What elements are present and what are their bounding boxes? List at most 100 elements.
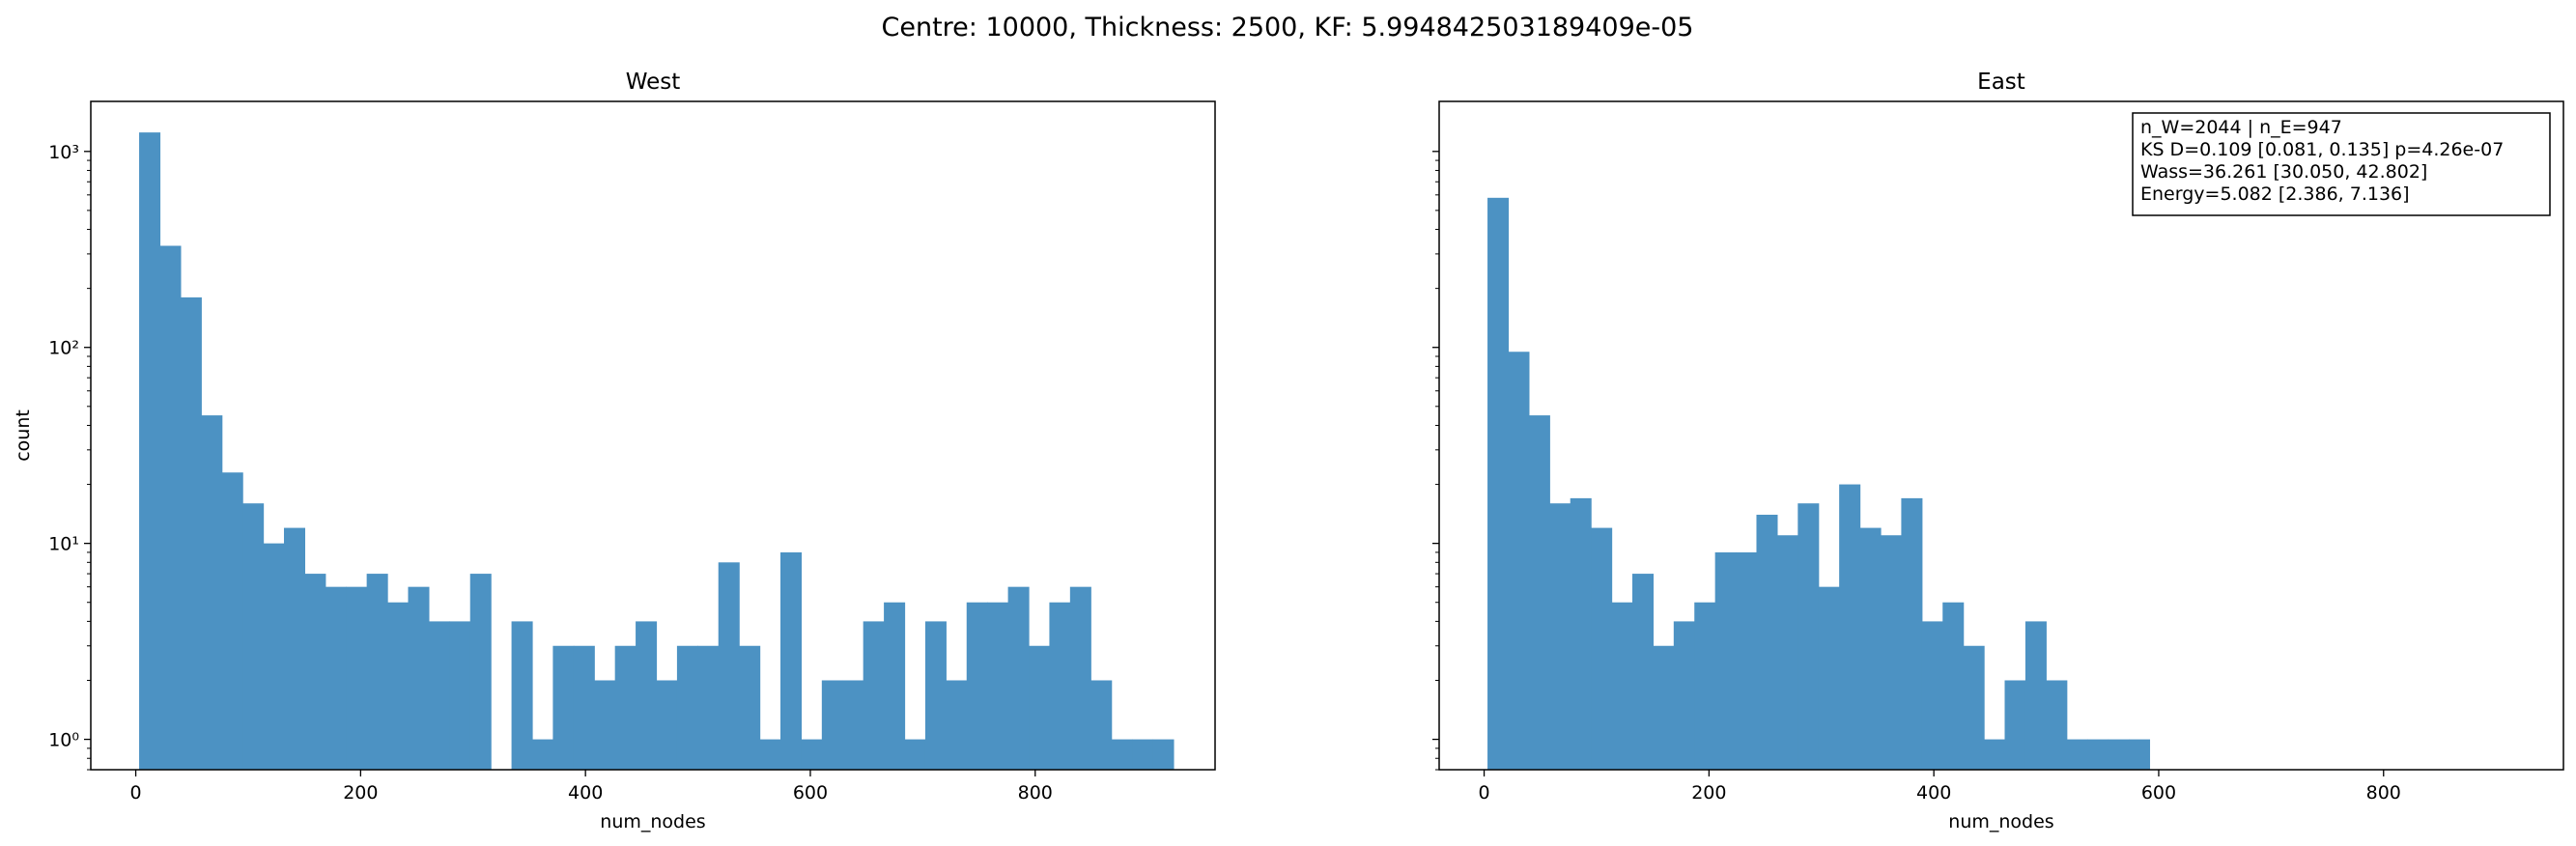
west-bar <box>904 739 926 770</box>
west-title: West <box>626 70 681 95</box>
east-bar <box>1839 484 1861 770</box>
west-bar <box>697 645 720 770</box>
east-bar <box>2087 739 2109 770</box>
east-bar <box>1921 621 1943 770</box>
west-xtick-label: 600 <box>793 782 828 804</box>
west-bar <box>428 621 450 770</box>
east-bar <box>1653 645 1675 770</box>
west-bar <box>987 602 1009 770</box>
west-bar <box>656 680 678 770</box>
east-xtick-label: 400 <box>1916 782 1951 804</box>
east-bar <box>1694 602 1716 770</box>
west-bar <box>469 574 492 770</box>
west-xtick-label: 0 <box>130 782 142 804</box>
west-ytick-label: 10¹ <box>48 534 79 555</box>
west-bar <box>159 245 182 770</box>
east-xtick-label: 600 <box>2141 782 2176 804</box>
east-bar <box>1963 645 1985 770</box>
west-bar <box>636 621 658 770</box>
stats-line-ks: KS D=0.109 [0.081, 0.135] p=4.26e-07 <box>2140 139 2504 160</box>
west-bar <box>180 296 202 770</box>
east-bar <box>1611 602 1633 770</box>
west-bar <box>1049 602 1071 770</box>
east-axes-frame <box>1438 100 2564 771</box>
east-bar <box>2024 621 2047 770</box>
east-bar <box>1508 352 1530 770</box>
west-xtick-label: 800 <box>1018 782 1053 804</box>
west-bar <box>1069 586 1091 770</box>
west-bar <box>924 621 947 770</box>
west-bar <box>366 574 388 770</box>
east-bars <box>1487 197 2151 770</box>
west-bar <box>387 602 410 770</box>
stats-line-counts: n_W=2044 | n_E=947 <box>2140 117 2342 138</box>
west-bar <box>739 645 761 770</box>
east-bar <box>1631 574 1654 770</box>
east-bar <box>1818 586 1840 770</box>
west-bar <box>408 586 430 770</box>
east-ticks: 0 200 400 600 800 <box>1432 151 2401 804</box>
west-axes-frame <box>90 100 1216 771</box>
west-bar <box>531 739 554 770</box>
west-bar <box>221 472 243 770</box>
west-bar <box>201 415 223 770</box>
east-bar <box>1714 551 1737 770</box>
east-bar <box>2046 680 2068 770</box>
east-bar <box>1942 602 1965 770</box>
west-bar <box>676 645 698 770</box>
west-bar <box>1029 645 1051 770</box>
west-ytick-label: 10³ <box>48 142 79 163</box>
figure-suptitle: Centre: 10000, Thickness: 2500, KF: 5.99… <box>882 13 1694 42</box>
west-bar <box>801 739 823 770</box>
west-bar <box>511 621 533 770</box>
east-title: East <box>1977 70 2025 95</box>
west-ylabel: count <box>13 409 34 462</box>
west-ytick-label: 10⁰ <box>48 730 79 751</box>
east-bar <box>1901 497 1923 770</box>
west-bar <box>946 680 968 770</box>
east-bar <box>1984 739 2006 770</box>
west-bar <box>1152 739 1175 770</box>
west-bar <box>780 551 803 770</box>
west-bar <box>1090 680 1113 770</box>
west-bar <box>139 132 161 770</box>
east-bar <box>1880 535 1903 770</box>
east-xtick-label: 800 <box>2366 782 2401 804</box>
east-bar <box>1570 497 1592 770</box>
east-bar <box>2108 739 2130 770</box>
stats-box-frame <box>2132 112 2551 216</box>
east-bar <box>1528 415 1550 770</box>
west-bar <box>842 680 864 770</box>
west-bar <box>718 562 740 770</box>
west-bar <box>1132 739 1154 770</box>
stats-line-wass: Wass=36.261 [30.050, 42.802] <box>2140 161 2427 183</box>
east-bar <box>1487 197 1510 770</box>
west-bar <box>552 645 575 770</box>
west-bar <box>884 602 906 770</box>
west-xlabel: num_nodes <box>600 811 705 832</box>
east-bar <box>1591 527 1613 770</box>
west-bar <box>821 680 843 770</box>
west-bar <box>594 680 616 770</box>
west-bar <box>966 602 988 770</box>
east-bar <box>1549 503 1571 770</box>
east-bar <box>2129 739 2151 770</box>
west-ytick-label: 10² <box>48 338 79 359</box>
east-bar <box>1859 527 1882 770</box>
west-bar <box>263 543 285 770</box>
east-xlabel: num_nodes <box>1948 811 2053 832</box>
east-bar <box>2004 680 2026 770</box>
west-bar <box>242 503 265 770</box>
west-bar <box>304 574 326 770</box>
east-bar <box>1756 514 1778 770</box>
east-bar <box>1776 535 1798 770</box>
east-bar <box>2066 739 2088 770</box>
west-bar <box>283 527 305 770</box>
west-xtick-label: 200 <box>343 782 378 804</box>
west-bars <box>139 132 1175 770</box>
west-bar <box>346 586 368 770</box>
west-bar <box>1007 586 1030 770</box>
east-bar <box>1736 551 1758 770</box>
east-xtick-label: 0 <box>1479 782 1490 804</box>
west-bar <box>863 621 885 770</box>
